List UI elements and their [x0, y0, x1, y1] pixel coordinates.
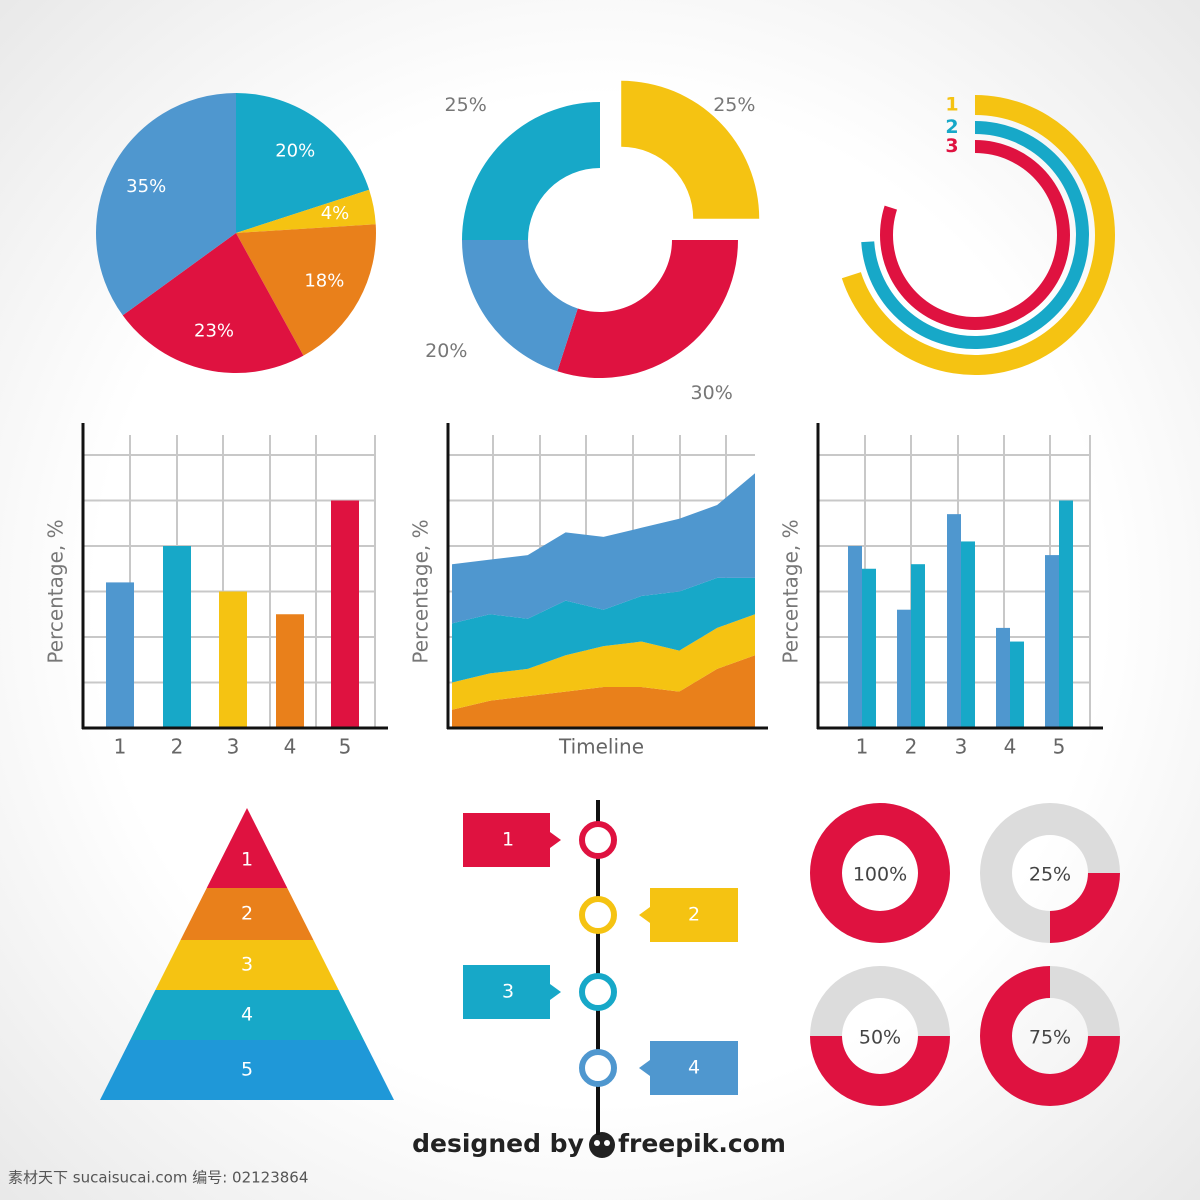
- pyramid-label: 1: [241, 849, 253, 871]
- radial-label: 2: [945, 116, 958, 138]
- x-tick-label: 1: [856, 735, 869, 759]
- bar: [897, 609, 911, 728]
- bar: [996, 627, 1010, 728]
- bar: [331, 500, 359, 728]
- x-axis-label: Timeline: [558, 735, 644, 759]
- gauge-label: 75%: [1029, 1027, 1071, 1049]
- gauge-value: [1050, 873, 1120, 943]
- timeline-node: [579, 821, 617, 859]
- credit: designed by: [412, 1129, 584, 1158]
- slice-label: 18%: [304, 271, 344, 292]
- slice-label: 23%: [194, 320, 234, 341]
- pyramid-label: 4: [241, 1004, 253, 1026]
- area-band: [452, 577, 755, 683]
- bar: [219, 591, 247, 728]
- area-band: [452, 473, 755, 624]
- timeline-node: [579, 1049, 617, 1087]
- y-axis-label: Percentage, %: [779, 519, 803, 663]
- bar: [1059, 500, 1073, 728]
- gauge-label: 100%: [853, 864, 907, 886]
- bar: [163, 546, 191, 728]
- timeline-box: [463, 813, 561, 867]
- bar: [106, 582, 134, 728]
- pyramid-layer: [180, 888, 314, 940]
- y-axis-label: Percentage, %: [409, 519, 433, 663]
- gauge-value: [980, 966, 1120, 1106]
- donut-segment: [621, 80, 760, 219]
- timeline-node: [579, 896, 617, 934]
- y-axis-label: Percentage, %: [44, 519, 68, 663]
- timeline-box: [639, 1041, 738, 1095]
- bar: [1045, 555, 1059, 728]
- area-band: [452, 655, 755, 728]
- gauge-label: 50%: [859, 1027, 901, 1049]
- pie-slice: [122, 233, 304, 374]
- timeline-node: [579, 973, 617, 1011]
- segment-label: 25%: [713, 94, 755, 116]
- segment-label: 25%: [445, 94, 487, 116]
- bar: [276, 614, 304, 728]
- pyramid-label: 5: [241, 1059, 253, 1081]
- pyramid-layer: [100, 1040, 394, 1100]
- pyramid-layer: [130, 990, 364, 1040]
- pie-slice: [95, 93, 237, 316]
- bar: [848, 546, 862, 728]
- x-tick-label: 5: [1053, 735, 1066, 759]
- x-tick-label: 1: [114, 735, 127, 759]
- donut-segment: [462, 240, 578, 372]
- timeline-box: [639, 888, 738, 942]
- timeline-label: 2: [688, 904, 700, 926]
- pyramid-label: 3: [241, 954, 253, 976]
- pyramid-layer: [155, 940, 339, 990]
- bar: [862, 568, 876, 728]
- x-tick-label: 5: [339, 735, 352, 759]
- segment-label: 30%: [691, 382, 733, 404]
- slice-label: 35%: [126, 176, 166, 197]
- gauge-value: [810, 803, 950, 943]
- bar: [947, 514, 961, 728]
- donut-segment: [557, 240, 738, 378]
- timeline-box: [463, 965, 561, 1019]
- gauge-label: 25%: [1029, 864, 1071, 886]
- slice-label: 4%: [321, 203, 350, 224]
- pie-slice: [236, 93, 370, 233]
- x-tick-label: 2: [905, 735, 918, 759]
- gauge-value: [810, 1036, 950, 1106]
- pie-slice: [236, 189, 376, 233]
- brand: freepik.com: [618, 1129, 786, 1158]
- x-tick-label: 2: [171, 735, 184, 759]
- pie-slice: [236, 224, 377, 356]
- x-tick-label: 4: [284, 735, 297, 759]
- timeline-label: 4: [688, 1057, 700, 1079]
- timeline-label: 3: [502, 981, 514, 1003]
- pyramid-layer: [206, 808, 288, 888]
- watermark: 素材天下 sucaisucai.com 编号: 02123864: [8, 1169, 308, 1187]
- pyramid-label: 2: [241, 903, 253, 925]
- x-tick-label: 3: [955, 735, 968, 759]
- bar: [961, 541, 975, 728]
- bar: [911, 564, 925, 728]
- timeline-label: 1: [502, 829, 514, 851]
- freepik-logo: [589, 1132, 615, 1158]
- radial-label: 1: [945, 94, 958, 116]
- bar: [1010, 641, 1024, 728]
- area-band: [452, 614, 755, 710]
- slice-label: 20%: [275, 140, 315, 161]
- segment-label: 20%: [425, 340, 467, 362]
- x-tick-label: 3: [227, 735, 240, 759]
- x-tick-label: 4: [1004, 735, 1017, 759]
- radial-label: 3: [945, 135, 958, 157]
- donut-segment: [462, 102, 600, 240]
